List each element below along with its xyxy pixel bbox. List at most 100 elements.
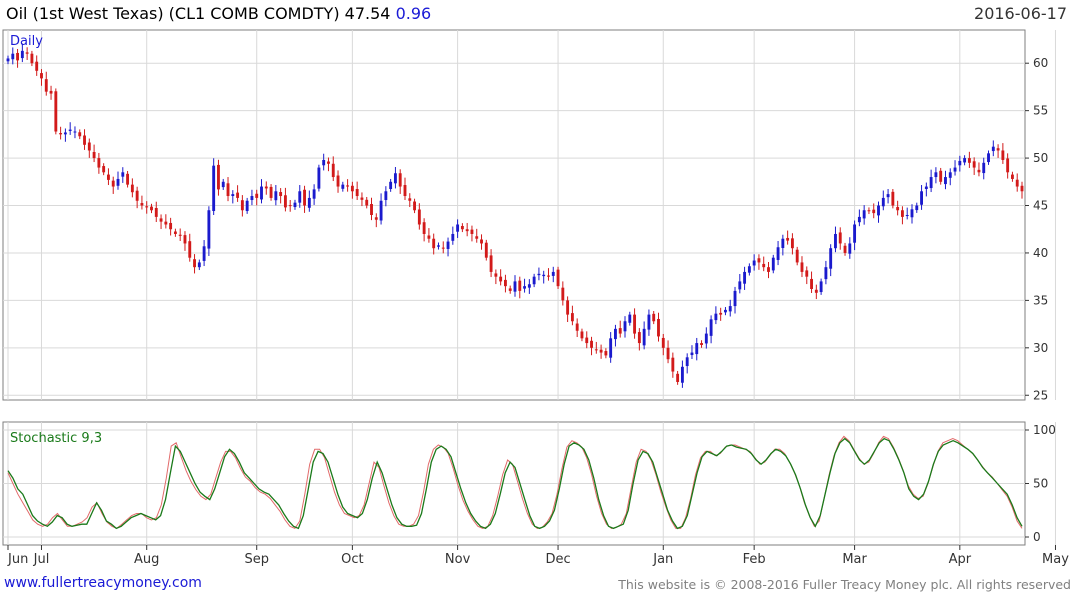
candle-body <box>140 203 144 206</box>
candle-body <box>819 281 823 293</box>
candle-body <box>274 191 278 201</box>
candle-body <box>532 276 536 285</box>
candle-body <box>767 267 770 272</box>
candle-body <box>738 281 742 290</box>
candle-body <box>116 178 120 186</box>
candle-body <box>475 236 479 239</box>
x-tick-label: Oct <box>341 552 363 567</box>
last-price: 47.54 <box>344 4 391 23</box>
candle-body <box>948 172 952 178</box>
site-link[interactable]: www.fullertreacymoney.com <box>4 575 202 591</box>
x-tick-label: Nov <box>445 552 471 567</box>
candle-body <box>437 245 440 247</box>
candle-body <box>834 233 837 249</box>
candle-body <box>862 210 866 219</box>
candle-body <box>59 133 63 135</box>
candle-body <box>1020 185 1024 192</box>
candle-body <box>173 231 177 234</box>
candle-body <box>470 229 474 234</box>
candle-body <box>322 159 326 166</box>
candle-body <box>370 203 373 215</box>
candle-body <box>341 184 345 189</box>
candle-body <box>221 181 225 188</box>
candle-body <box>303 189 306 206</box>
candle-body <box>336 175 340 187</box>
x-tick-label: Dec <box>545 552 570 567</box>
candle-body <box>896 207 900 211</box>
candle-body <box>652 313 656 322</box>
stoch-tick-label: 50 <box>1033 477 1048 491</box>
candle-body <box>456 224 460 232</box>
candle-body <box>87 142 91 151</box>
x-tick-label: Mar <box>842 552 867 567</box>
candle-body <box>68 129 72 131</box>
candle-body <box>503 279 507 287</box>
candle-body <box>44 79 48 92</box>
candle-body <box>35 61 39 71</box>
candle-body <box>623 321 627 332</box>
candle-body <box>987 153 990 163</box>
candle-body <box>953 167 957 172</box>
x-tick-label: May <box>1042 552 1069 567</box>
candle-body <box>25 52 29 54</box>
candle-body <box>551 271 555 276</box>
candle-body <box>982 162 986 174</box>
candle-body <box>963 158 967 163</box>
candle-body <box>647 314 651 330</box>
candle-body <box>795 249 799 263</box>
candle-body <box>633 314 637 334</box>
candle-body <box>580 331 584 339</box>
candle-body <box>661 337 665 348</box>
candle-body <box>126 173 130 185</box>
candle-body <box>881 197 885 207</box>
candle-body <box>886 194 890 198</box>
candle-body <box>728 306 732 312</box>
candle-body <box>853 224 857 243</box>
candle-body <box>346 185 350 187</box>
instrument-name: Oil (1st West Texas) (CL1 COMB COMDTY) <box>6 4 340 23</box>
stoch-panel-label: Stochastic 9,3 <box>10 431 102 446</box>
candle-body <box>446 241 450 249</box>
candle-body <box>460 226 464 230</box>
candle-body <box>867 210 871 212</box>
candle-body <box>743 271 747 284</box>
candle-body <box>972 161 976 168</box>
candle-body <box>657 318 660 337</box>
candle-body <box>480 239 483 244</box>
candle-body <box>542 274 546 277</box>
candle-body <box>996 148 1000 151</box>
x-tick-label: Jun <box>7 552 28 567</box>
candle-body <box>269 186 273 198</box>
candle-body <box>762 263 766 268</box>
candle-body <box>642 328 646 346</box>
candle-body <box>991 146 995 152</box>
x-tick-label: Sep <box>244 552 269 567</box>
candle-body <box>164 221 168 225</box>
candle-body <box>432 238 436 249</box>
candle-body <box>556 269 560 287</box>
candle-body <box>264 186 268 189</box>
price-tick-label: 60 <box>1033 56 1048 70</box>
candle-body <box>915 205 919 211</box>
candle-body <box>771 257 775 271</box>
candle-body <box>508 288 512 291</box>
candle-body <box>73 131 77 133</box>
candle-body <box>518 280 522 291</box>
candle-body <box>700 343 703 345</box>
candle-body <box>523 286 527 289</box>
candle-body <box>757 258 761 263</box>
candle-body <box>30 53 34 64</box>
candle-body <box>814 289 818 293</box>
candle-body <box>877 205 880 216</box>
candle-body <box>680 366 684 383</box>
candle-body <box>977 169 981 173</box>
candle-body <box>499 276 503 282</box>
candle-body <box>872 209 876 214</box>
candle-body <box>537 273 541 276</box>
candle-body <box>188 241 192 258</box>
candle-body <box>408 198 412 201</box>
candle-body <box>790 238 794 249</box>
candle-body <box>905 215 909 216</box>
candle-body <box>934 172 938 178</box>
candle-body <box>910 209 914 218</box>
